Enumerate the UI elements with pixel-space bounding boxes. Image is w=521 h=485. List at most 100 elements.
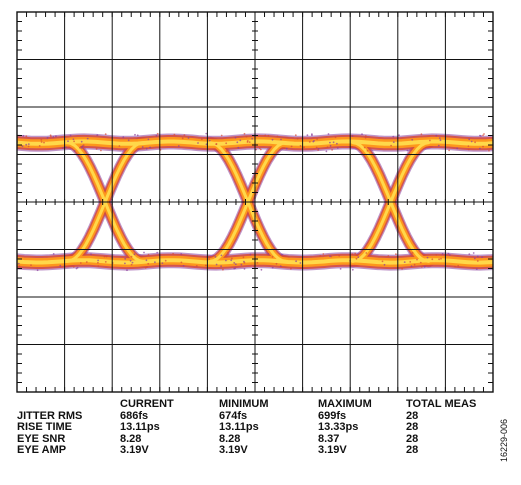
eye-noise-dot [319,255,322,257]
current-value: 8.28 [120,432,142,445]
minimum-value: 13.11ps [219,421,259,433]
eye-noise-dot [355,257,358,260]
eye-noise-dot [472,252,475,254]
measurement-row-jitter-rms: JITTER RMS 686fs 674fs 699fs 28 [17,409,497,423]
eye-noise-dot [231,257,233,260]
eye-noise-dot [483,133,485,135]
eye-noise-dot [73,149,76,152]
minimum-value: 674fs [219,409,248,422]
total-meas-value: 28 [406,444,419,456]
eye-noise-dot [27,143,30,146]
eye-noise-dot [124,262,126,265]
header-maximum: MAXIMUM [318,398,372,410]
eye-noise-dot [147,253,150,256]
eye-noise-dot [105,255,108,258]
row-label: JITTER RMS [17,409,83,422]
maximum-value: 13.33ps [318,421,359,433]
eye-noise-dot [155,134,158,137]
total-meas-value: 28 [406,421,419,433]
eye-noise-dot [327,133,330,135]
eye-noise-dot [364,136,367,139]
eye-noise-dot [237,146,240,149]
eye-noise-dot [482,145,484,148]
eye-noise-dot [36,269,39,272]
eye-noise-dot [420,266,423,268]
eye-noise-dot [104,261,107,263]
eye-noise-dot [279,265,282,267]
eye-noise-dot [435,134,438,137]
eye-noise-dot [437,144,440,147]
eye-noise-dot [17,262,20,265]
eye-noise-dot [204,264,207,267]
eye-noise-dot [467,148,470,151]
eye-noise-dot [253,265,255,268]
eye-noise-dot [322,253,325,255]
eye-noise-dot [299,262,302,264]
eye-noise-dot [118,145,121,147]
eye-noise-dot [454,265,456,268]
eye-falling-edge-4-layer-2 [492,140,493,145]
eye-noise-dot [164,259,167,262]
eye-noise-dot [439,139,442,142]
eye-noise-dot [395,253,397,256]
eye-noise-dot [72,266,75,268]
eye-noise-dot [366,149,369,152]
eye-noise-dot [476,260,479,262]
eye-noise-dot [173,133,176,136]
eye-noise-dot [473,257,476,260]
eye-noise-dot [299,145,302,147]
maximum-value: 3.19V [318,444,347,456]
eye-noise-dot [52,253,55,255]
measurement-row-eye-snr: EYE SNR 8.28 8.28 8.37 28 [17,432,497,446]
eye-noise-dot [230,259,233,262]
eye-noise-dot [236,141,239,144]
eye-noise-dot [127,139,130,142]
eye-noise-dot [351,268,354,271]
eye-noise-dot [124,257,127,260]
eye-noise-dot [233,262,236,264]
eye-noise-dot [316,138,318,140]
eye-noise-dot [294,134,297,137]
eye-noise-dot [409,261,412,263]
eye-noise-dot [225,142,228,145]
minimum-value: 3.19V [219,444,248,456]
eye-noise-dot [354,252,357,255]
eye-noise-dot [398,134,400,137]
eye-noise-dot [86,137,89,140]
eye-noise-dot [351,253,354,256]
eye-falling-edge-4-layer-1 [490,138,493,147]
eye-noise-dot [215,263,218,266]
eye-diagram-plot [16,11,494,393]
eye-noise-dot [303,146,305,149]
eye-noise-dot [481,256,483,258]
eye-noise-dot [79,262,82,264]
header-current: CURRENT [120,398,174,410]
eye-noise-dot [180,253,183,255]
eye-noise-dot [69,134,72,137]
eye-noise-dot [147,262,150,265]
eye-noise-dot [476,255,479,258]
eye-noise-dot [251,137,254,140]
eye-noise-dot [215,143,218,146]
measurement-row-eye-amp: EYE AMP 3.19V 3.19V 3.19V 28 [17,444,497,457]
eye-noise-dot [220,265,223,268]
eye-noise-dot [205,132,208,135]
eye-noise-dot [100,149,102,152]
eye-noise-dot [479,147,481,150]
eye-noise-dot [423,265,426,268]
eye-noise-dot [136,134,139,137]
eye-noise-dot [225,150,228,153]
eye-noise-dot [85,261,88,263]
eye-noise-dot [456,147,459,150]
eye-noise-dot [154,261,156,264]
eye-noise-dot [482,134,484,137]
eye-noise-dot [146,266,148,268]
eye-noise-dot [420,133,423,136]
eye-noise-dot [306,134,309,137]
eye-noise-dot [438,137,441,140]
eye-noise-dot [40,141,43,143]
eye-noise-dot [103,255,106,258]
eye-noise-dot [130,255,133,258]
eye-noise-dot [143,251,145,254]
eye-noise-dot [73,140,75,143]
